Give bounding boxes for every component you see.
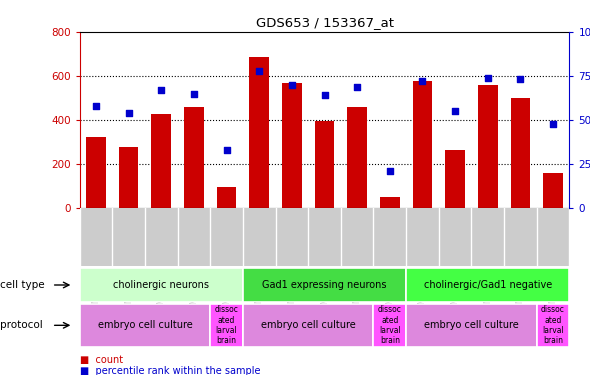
- Point: [483, 75, 493, 81]
- Point: [254, 68, 264, 74]
- Bar: [373, 304, 406, 347]
- Text: dissoc
ated
larval
brain: dissoc ated larval brain: [215, 305, 238, 345]
- Bar: [217, 187, 237, 208]
- Bar: [406, 304, 537, 347]
- Point: [450, 108, 460, 114]
- Bar: [478, 85, 497, 208]
- Text: cholinergic/Gad1 negative: cholinergic/Gad1 negative: [424, 280, 552, 290]
- Bar: [282, 82, 301, 208]
- Bar: [537, 304, 569, 347]
- Text: dissoc
ated
larval
brain: dissoc ated larval brain: [541, 305, 565, 345]
- Bar: [314, 121, 335, 208]
- Bar: [80, 304, 210, 347]
- Bar: [210, 304, 243, 347]
- Text: dissoc
ated
larval
brain: dissoc ated larval brain: [378, 305, 402, 345]
- Bar: [250, 57, 269, 208]
- Bar: [412, 81, 432, 208]
- Text: embryo cell culture: embryo cell culture: [424, 320, 519, 330]
- Bar: [119, 147, 139, 208]
- Point: [124, 110, 133, 116]
- Point: [156, 87, 166, 93]
- Text: protocol: protocol: [0, 320, 42, 330]
- Point: [516, 76, 525, 82]
- Point: [91, 103, 101, 109]
- Bar: [243, 304, 373, 347]
- Bar: [80, 268, 243, 302]
- Bar: [86, 136, 106, 208]
- Text: Gad1 expressing neurons: Gad1 expressing neurons: [262, 280, 387, 290]
- Bar: [445, 150, 465, 208]
- Bar: [152, 114, 171, 208]
- Point: [222, 147, 231, 153]
- Bar: [184, 107, 204, 208]
- Point: [418, 78, 427, 84]
- Text: ■  count: ■ count: [80, 355, 123, 365]
- Bar: [243, 268, 406, 302]
- Point: [287, 82, 297, 88]
- Text: cholinergic neurons: cholinergic neurons: [113, 280, 209, 290]
- Bar: [510, 98, 530, 208]
- Point: [320, 92, 329, 98]
- Text: embryo cell culture: embryo cell culture: [97, 320, 192, 330]
- Text: ■  percentile rank within the sample: ■ percentile rank within the sample: [80, 366, 260, 375]
- Point: [548, 120, 558, 126]
- Bar: [406, 268, 569, 302]
- Text: embryo cell culture: embryo cell culture: [261, 320, 356, 330]
- Point: [352, 84, 362, 90]
- Point: [189, 91, 199, 97]
- Bar: [543, 173, 563, 208]
- Text: cell type: cell type: [0, 280, 45, 290]
- Title: GDS653 / 153367_at: GDS653 / 153367_at: [255, 16, 394, 29]
- Point: [385, 168, 395, 174]
- Bar: [380, 197, 399, 208]
- Bar: [348, 107, 367, 208]
